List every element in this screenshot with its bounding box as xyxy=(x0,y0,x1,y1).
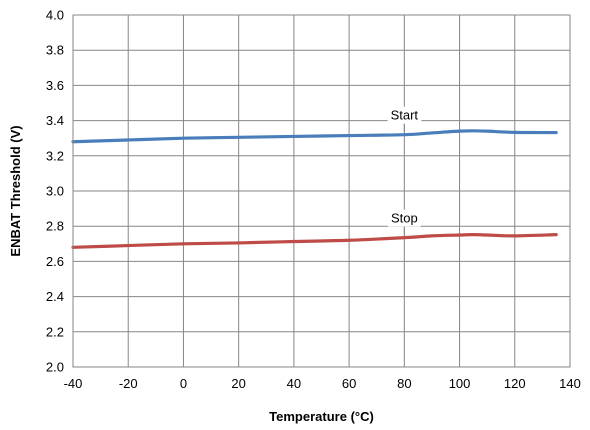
series-line-start xyxy=(71,129,558,144)
x-tick-label: 20 xyxy=(231,376,245,391)
annotation-label-background xyxy=(387,209,421,227)
x-tick-label: 100 xyxy=(449,376,471,391)
y-tick-label: 3.4 xyxy=(46,113,64,128)
x-tick-label: 80 xyxy=(397,376,411,391)
annotation-labels: Start Stop xyxy=(387,106,422,227)
y-tick-label: 3.8 xyxy=(46,43,64,58)
y-tick-label: 2.2 xyxy=(46,324,64,339)
plot-border xyxy=(72,14,571,368)
x-tick-label: -40 xyxy=(64,376,83,391)
x-tick-labels: -40 -20 0 20 40 60 80 100 120 140 xyxy=(64,376,581,391)
y-tick-labels: 2.0 2.2 2.4 2.6 2.8 3.0 3.2 3.4 3.6 3.8 4.0 xyxy=(46,8,64,375)
y-tick-label: 2.6 xyxy=(46,254,64,269)
annotation-label-start: Start xyxy=(391,108,419,123)
series-line-stop xyxy=(71,233,558,249)
y-tick-label: 2.4 xyxy=(46,289,64,304)
x-tick-label: 120 xyxy=(504,376,526,391)
annotation-label-background xyxy=(387,106,422,124)
x-tick-label: 40 xyxy=(287,376,301,391)
x-tick-label: 140 xyxy=(559,376,581,391)
x-axis-title: Temperature (°C) xyxy=(269,409,374,424)
x-tick-label: 0 xyxy=(180,376,187,391)
y-tick-label: 3.2 xyxy=(46,148,64,163)
y-tick-label: 2.8 xyxy=(46,219,64,234)
y-tick-label: 2.0 xyxy=(46,360,64,375)
series-lines xyxy=(71,129,558,249)
x-tick-label: -20 xyxy=(119,376,138,391)
y-tick-label: 4.0 xyxy=(46,8,64,23)
x-tick-label: 60 xyxy=(342,376,356,391)
annotation-label-stop: Stop xyxy=(391,211,418,226)
y-tick-label: 3.6 xyxy=(46,78,64,93)
y-tick-label: 3.0 xyxy=(46,184,64,199)
y-axis-title: ENBAT Threshold (V) xyxy=(8,125,23,256)
